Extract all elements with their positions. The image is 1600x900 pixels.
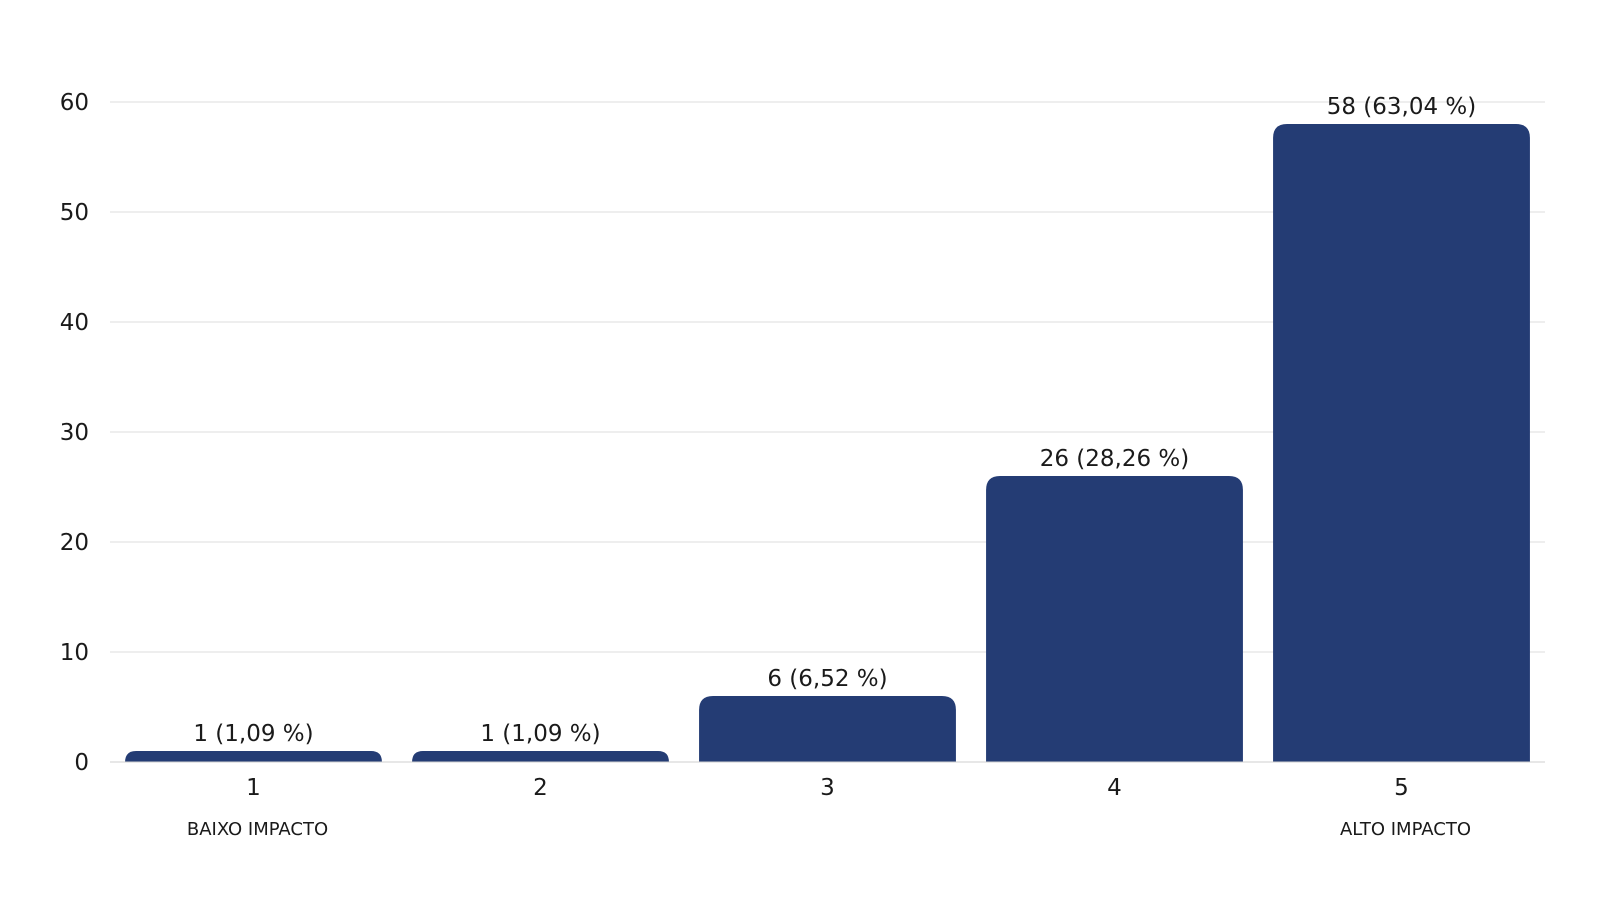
y-axis-tick-labels: 0 10 20 30 40 50 60 — [60, 90, 89, 776]
x-tick-label-3: 3 — [820, 775, 835, 801]
data-label-3: 6 (6,52 %) — [767, 666, 887, 692]
bar-1 — [125, 751, 382, 762]
data-label-1: 1 (1,09 %) — [193, 721, 313, 747]
data-label-5: 58 (63,04 %) — [1327, 94, 1477, 120]
bar-3 — [699, 696, 956, 762]
bar-2 — [412, 751, 669, 762]
y-tick-label: 40 — [60, 310, 89, 336]
data-label-2: 1 (1,09 %) — [480, 721, 600, 747]
x-axis-tick-labels: 1 BAIXO IMPACTO 2 3 4 5 ALTO IMPACTO — [187, 775, 1471, 840]
bar-4 — [986, 476, 1243, 762]
bars — [125, 124, 1530, 762]
data-label-4: 26 (28,26 %) — [1040, 446, 1190, 472]
data-labels: 1 (1,09 %) 1 (1,09 %) 6 (6,52 %) 26 (28,26 … — [193, 94, 1476, 747]
x-tick-label-1: 1 — [246, 775, 261, 801]
y-tick-label: 0 — [74, 750, 89, 776]
y-tick-label: 30 — [60, 420, 89, 446]
x-sublabel-5: ALTO IMPACTO — [1340, 819, 1471, 840]
x-tick-label-5: 5 — [1394, 775, 1409, 801]
y-tick-label: 20 — [60, 530, 89, 556]
y-tick-label: 50 — [60, 200, 89, 226]
bar-5 — [1273, 124, 1530, 762]
x-tick-label-2: 2 — [533, 775, 548, 801]
y-tick-label: 60 — [60, 90, 89, 116]
y-tick-label: 10 — [60, 640, 89, 666]
x-tick-label-4: 4 — [1107, 775, 1122, 801]
x-sublabel-1: BAIXO IMPACTO — [187, 819, 328, 840]
